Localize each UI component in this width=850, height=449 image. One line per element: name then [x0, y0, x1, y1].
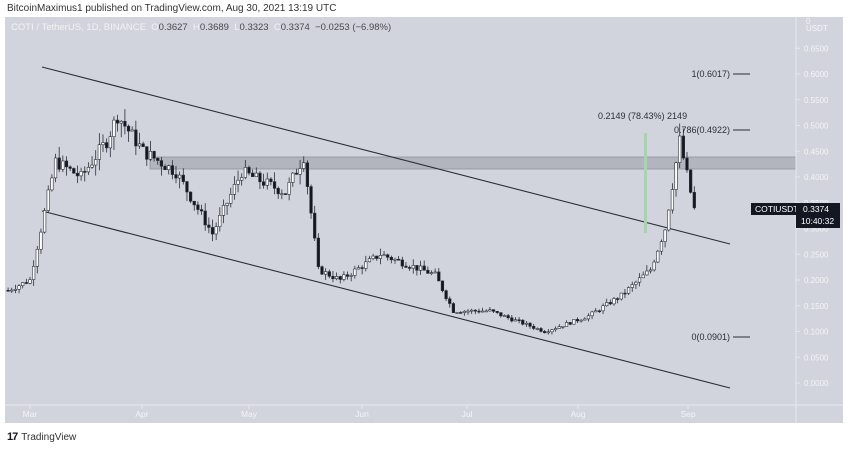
price-tick-label: 0.5500: [804, 96, 829, 105]
last-price-symbol: COTIUSDT: [755, 204, 798, 214]
time-tick-label: May: [241, 409, 258, 419]
legend-high-label: H: [193, 22, 200, 33]
price-tick-label: 0.6500: [804, 44, 829, 53]
price-tick-label: 0.5000: [804, 122, 829, 131]
channel-lower-line[interactable]: [41, 210, 731, 389]
price-tick-label: 0.4500: [804, 147, 829, 156]
price-tick-label: 0.2000: [804, 276, 829, 285]
time-tick-label: Apr: [135, 409, 148, 419]
tradingview-footer[interactable]: 17 TradingView: [7, 431, 76, 443]
time-tick-label: Aug: [570, 409, 585, 419]
chart-frame[interactable]: [5, 17, 843, 423]
price-tick-label: 0.1000: [804, 328, 829, 337]
price-tick-label: 0.4000: [804, 173, 829, 182]
time-axis[interactable]: Mar Apr May Jun Jul Aug Sep: [23, 405, 696, 419]
price-tick-label: 0.3000: [804, 225, 829, 234]
last-price-countdown: 10:40:32: [801, 216, 834, 226]
last-price-label: COTIUSDT 0.3374 10:40:32: [751, 203, 840, 228]
published-caption: BitcoinMaximus1 published on TradingView…: [7, 3, 337, 14]
legend-low: 0.3323: [239, 22, 269, 33]
legend-change: −0.0253 (−6.98%): [315, 22, 392, 33]
tradingview-logo-icon: 17: [7, 431, 18, 443]
tradingview-brand: TradingView: [21, 431, 77, 443]
time-tick-label: Jun: [355, 409, 369, 419]
price-tick-label: 0.1500: [804, 302, 829, 311]
fib-0-label: 0(0.0901): [691, 332, 730, 342]
last-price-value: 0.3374: [803, 204, 829, 214]
fib-786-label: 0.786(0.4922): [674, 125, 730, 135]
price-tick-label: 0.0500: [804, 353, 829, 362]
candles[interactable]: [6, 109, 696, 335]
time-tick-label: Jul: [462, 409, 473, 419]
price-tick-label: 0.0000: [804, 379, 829, 388]
legend-close-label: C: [273, 22, 281, 33]
symbol-legend: COTI / TetherUS, 1D, BINANCE O0.3627 H0.…: [11, 22, 391, 33]
legend-close: 0.3374: [280, 22, 310, 33]
time-tick-label: Sep: [680, 409, 695, 419]
legend-low-label: L: [234, 22, 240, 33]
legend-high: 0.3689: [199, 22, 229, 33]
channel-upper-line[interactable]: [41, 66, 731, 245]
legend-open: 0.3627: [158, 22, 188, 33]
price-tick-label: 0.6000: [804, 70, 829, 79]
price-axis-currency: USDT: [806, 24, 828, 33]
svg-text:0: 0: [806, 17, 811, 26]
fib-1-label: 1(0.6017): [691, 69, 730, 79]
price-axis[interactable]: 0.65000.60000.55000.50000.45000.40000.35…: [796, 17, 829, 388]
legend-open-label: O: [151, 22, 159, 33]
time-tick-label: Mar: [23, 409, 38, 419]
price-tick-label: 0.2500: [804, 250, 829, 259]
measure-bar[interactable]: [644, 133, 647, 233]
measure-label: 0.2149 (78.43%) 2149: [598, 111, 687, 121]
legend-symbol: COTI / TetherUS, 1D, BINANCE: [11, 22, 146, 33]
